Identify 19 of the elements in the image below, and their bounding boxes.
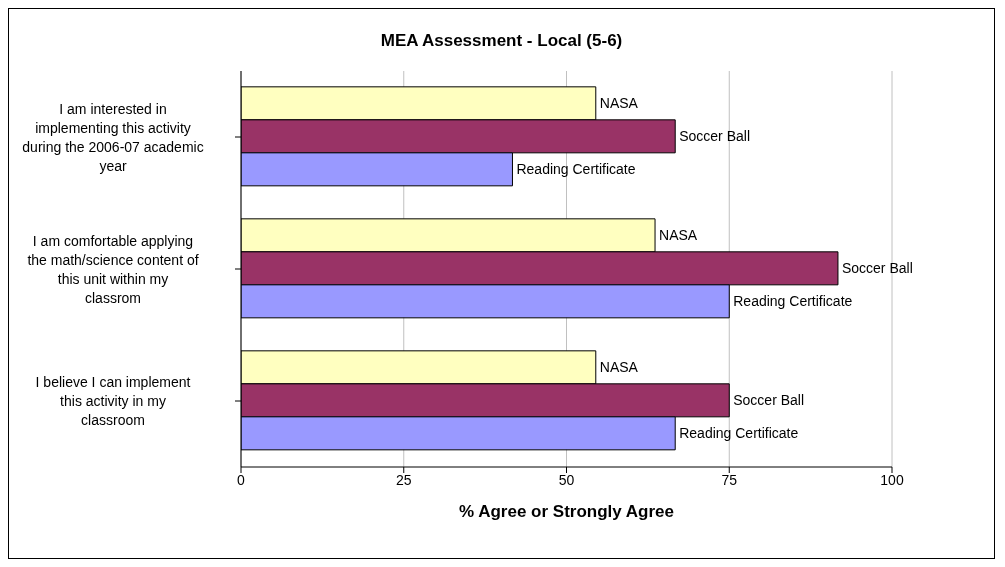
series-label: Soccer Ball (679, 128, 751, 145)
x-tick-label: 25 (395, 471, 412, 488)
y-tick-label: I am interested in implementing this activity during the 2006-07 academic year (22, 100, 204, 174)
text: Reading Certificate (679, 425, 799, 442)
x-tick-label: 75 (721, 471, 738, 488)
series-label: NASA (599, 95, 639, 112)
text: Soccer Ball (841, 260, 913, 277)
x-tick-label: 50 (558, 471, 575, 488)
text: NASA (659, 227, 698, 244)
y-tick-label: I believe I can implement this activity in my classroom (35, 374, 191, 428)
text: Reading Certificate (733, 293, 853, 310)
y-tick-label: I am comfortable applying the math/science content of this unit within my classrom (27, 232, 199, 306)
series-label: Reading Certificate (516, 161, 636, 178)
text: Soccer Ball (733, 392, 805, 409)
x-tick-label: 0 (237, 471, 246, 488)
text: NASA (599, 359, 638, 376)
x-axis-title: % Agree or Strongly Agree (458, 502, 675, 521)
chart-title: MEA Assessment - Local (5-6) (379, 31, 624, 51)
x-tick-label: 100 (880, 471, 904, 488)
